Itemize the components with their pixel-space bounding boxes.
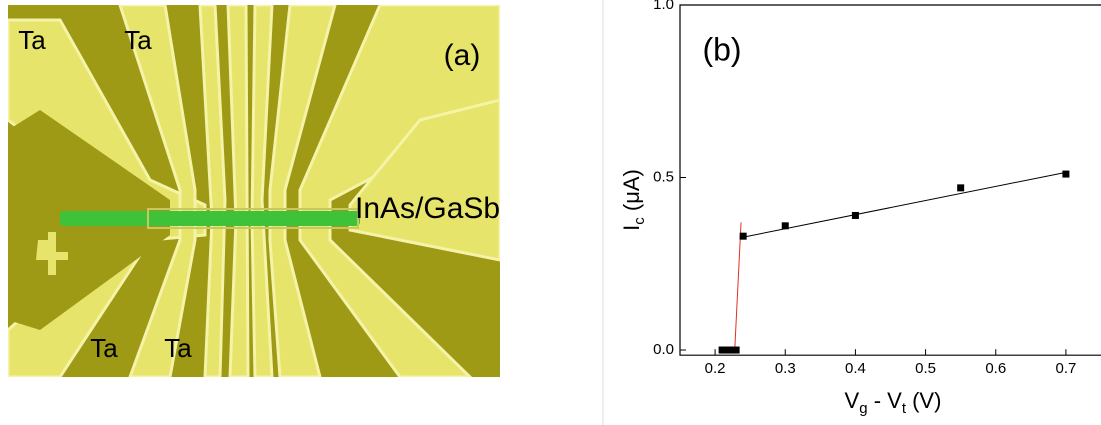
x-tick-label: 0.5 [915, 360, 936, 377]
x-tick-label: 0.6 [985, 360, 1006, 377]
x-tick-label: 0.4 [845, 360, 866, 377]
data-point [852, 212, 859, 219]
label-part: (V) [906, 388, 941, 413]
panel-label: (a) [444, 39, 481, 72]
x-tick-label: 0.3 [775, 360, 796, 377]
label-part: (μA) [619, 169, 644, 217]
fit-line [735, 222, 741, 350]
data-point [957, 184, 964, 191]
data-point [782, 222, 789, 229]
micrograph-label: Ta [124, 25, 152, 55]
panel-label: (b) [702, 31, 741, 67]
micrograph-label: Ta [90, 333, 118, 363]
figure: (a) Ta Ta Ta Ta InAs/GaSb (b) Vg - Vt (V… [0, 0, 1101, 425]
x-axis-label: Vg - Vt (V) [845, 388, 942, 417]
data-point [740, 233, 747, 240]
micrograph-label: Ta [164, 333, 192, 363]
x-tick-label: 0.7 [1055, 360, 1076, 377]
data-point [1062, 171, 1069, 178]
label-part: V [845, 388, 860, 413]
y-tick-label: 0.0 [653, 341, 674, 358]
y-tick-label: 1.0 [653, 0, 674, 13]
label-part: g [859, 400, 867, 417]
x-tick-label: 0.2 [705, 360, 726, 377]
micrograph-label: InAs/GaSb [355, 192, 500, 225]
axes-frame [680, 5, 1101, 355]
y-axis-label: Ic (μA) [619, 169, 648, 231]
y-tick-label: 0.5 [653, 168, 674, 185]
label-part: - V [868, 388, 903, 413]
micrograph-label: Ta [18, 25, 46, 55]
data-point [733, 347, 740, 354]
